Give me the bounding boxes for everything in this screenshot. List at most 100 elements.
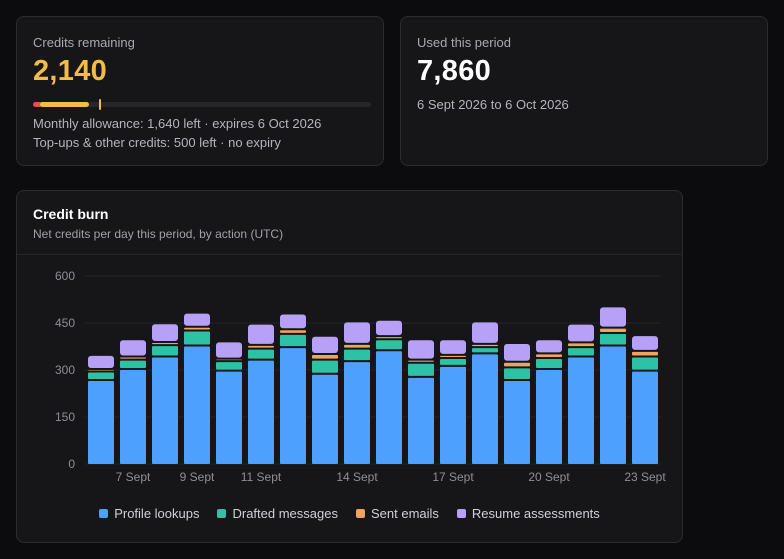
legend-swatch	[217, 509, 227, 518]
credits-topup-marker	[99, 99, 102, 110]
bar-segment	[216, 342, 242, 358]
x-tick-label: 7 Sept	[116, 470, 151, 484]
bar-segment	[440, 340, 466, 354]
bar-segment	[632, 371, 658, 464]
y-tick-label: 450	[55, 316, 75, 330]
bar-segment	[216, 371, 242, 464]
bar-segment	[408, 377, 434, 464]
bar-segment	[248, 360, 274, 464]
bar-segment	[312, 336, 338, 353]
bar-segment	[568, 324, 594, 342]
bar-segment	[600, 328, 626, 332]
credits-remaining-value: 2,140	[33, 55, 108, 87]
bar-segment	[504, 368, 530, 379]
legend-label: Profile lookups	[114, 506, 200, 521]
bar-segment	[600, 346, 626, 464]
bar-segment	[184, 327, 210, 330]
bar-segment	[344, 349, 370, 361]
credit-burn-card: Credit burn Net credits per day this per…	[16, 190, 683, 543]
bar-segment	[120, 357, 146, 359]
x-tick-label: 11 Sept	[241, 470, 282, 484]
credit-burn-divider	[17, 254, 682, 255]
legend-label: Sent emails	[370, 506, 439, 521]
bar-segment	[88, 370, 114, 371]
bar-segment	[472, 322, 498, 343]
credits-progress-track	[33, 99, 371, 110]
bar-segment	[152, 346, 178, 356]
bar-segment	[568, 348, 594, 356]
credit-burn-chart: 0 150 300 450 600 7 Sept 9 Sept 11 Sept 14 Sept 1…	[55, 269, 666, 484]
used-this-period-label: Used this period	[417, 35, 511, 50]
bar-segment	[184, 331, 210, 345]
bar-segment	[504, 343, 530, 361]
bar-segment	[312, 360, 338, 373]
bar-segment	[568, 343, 594, 347]
y-tick-label: 300	[55, 363, 75, 377]
bar-segment	[88, 372, 114, 379]
bar-segment	[632, 357, 658, 370]
monthly-allowance-text: Monthly allowance: 1,640 left · expires …	[33, 116, 322, 131]
x-tick-label: 9 Sept	[180, 470, 215, 484]
bar-segment	[120, 370, 146, 464]
bar-segment	[312, 374, 338, 464]
legend-swatch	[456, 509, 466, 518]
period-range-text: 6 Sept 2026 to 6 Oct 2026	[417, 97, 569, 112]
bar-segment	[248, 345, 274, 348]
legend-swatch	[355, 509, 365, 518]
legend-item: Profile lookups	[99, 506, 199, 521]
legend-label: Drafted messages	[232, 506, 338, 521]
x-tick-label: 20 Sept	[528, 470, 570, 484]
bar-segment	[472, 344, 498, 347]
bar-segment	[152, 343, 178, 345]
credit-burn-subtitle: Net credits per day this period, by acti…	[33, 227, 284, 241]
x-tick-label: 14 Sept	[336, 470, 378, 484]
bar-segment	[344, 322, 370, 343]
credits-remaining-label: Credits remaining	[33, 35, 135, 50]
bar-segment	[536, 340, 562, 353]
bar-segment	[280, 330, 306, 333]
legend-label: Resume assessments	[471, 506, 600, 521]
bar-segment	[152, 324, 178, 342]
bar-segment	[344, 362, 370, 464]
bar-segment	[248, 349, 274, 359]
y-tick-label: 600	[55, 269, 75, 283]
bar-segment	[408, 360, 434, 362]
bar-segment	[600, 307, 626, 327]
bar-segment	[216, 359, 242, 361]
bar-segment	[376, 337, 402, 339]
bar-segment	[152, 357, 178, 464]
bar-segment	[440, 355, 466, 358]
bar-segment	[440, 359, 466, 365]
bar-segment	[184, 313, 210, 326]
legend-item: Resume assessments	[456, 506, 600, 521]
bar-segment	[472, 348, 498, 353]
bar-segment	[216, 362, 242, 370]
bar-segment	[280, 348, 306, 464]
bar-segment	[280, 334, 306, 347]
bar-segment	[184, 346, 210, 464]
bar-segment	[632, 336, 658, 350]
bar-segment	[504, 380, 530, 464]
bar-segment	[408, 340, 434, 359]
bar-segment	[536, 354, 562, 358]
topup-credits-text: Top-ups & other credits: 500 left · no e…	[33, 135, 281, 150]
y-tick-label: 150	[55, 410, 75, 424]
legend-item: Drafted messages	[217, 506, 338, 521]
bar-segment	[536, 370, 562, 464]
bar-segment	[88, 355, 114, 368]
legend-item: Sent emails	[355, 506, 439, 521]
bar-segment	[120, 340, 146, 356]
x-tick-label: 23 Sept	[624, 470, 666, 484]
chart-legend: Profile lookups Drafted messages Sent emai…	[17, 506, 682, 521]
credits-progress-monthly-fill	[40, 102, 89, 107]
used-this-period-value: 7,860	[417, 55, 492, 87]
bar-segment	[472, 354, 498, 464]
bar-segment	[600, 333, 626, 345]
credit-burn-title: Credit burn	[33, 206, 109, 222]
bar-segment	[376, 320, 402, 336]
bar-segment	[408, 363, 434, 376]
bar-segment	[376, 340, 402, 350]
credits-progress-red-segment	[33, 102, 42, 107]
credits-remaining-card: Credits remaining 2,140 Monthly allowanc…	[16, 16, 384, 166]
bar-segment	[88, 380, 114, 464]
